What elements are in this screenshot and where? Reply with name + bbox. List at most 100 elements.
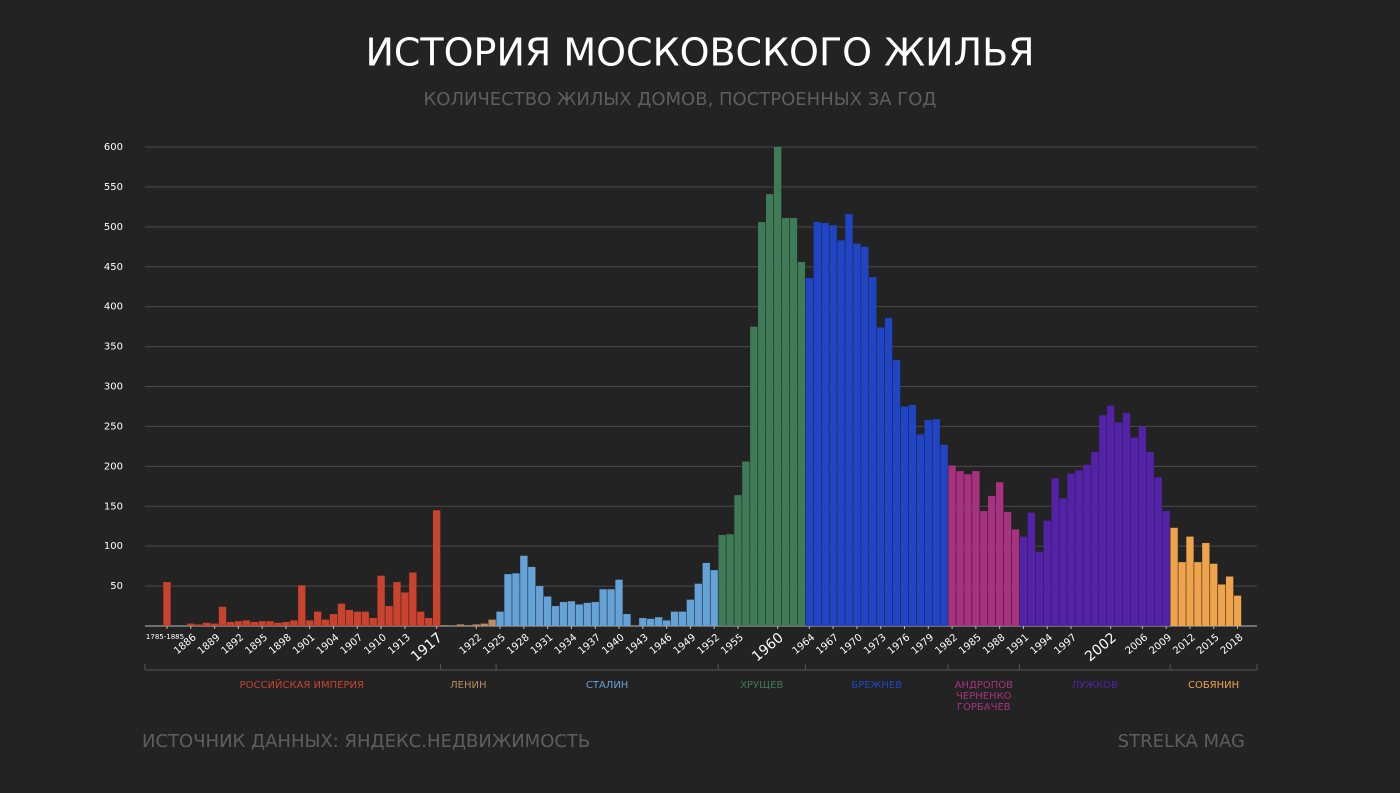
bar: [480, 623, 488, 626]
bar: [567, 601, 576, 626]
bar: [1233, 595, 1242, 626]
bar: [512, 573, 520, 626]
bar: [218, 606, 227, 626]
bar: [924, 420, 932, 626]
bar: [559, 602, 568, 626]
period-label: СТАЛИН: [586, 680, 628, 691]
bar: [266, 621, 274, 626]
bar: [710, 570, 718, 626]
bar: [345, 610, 354, 626]
bar: [1194, 562, 1202, 626]
bar: [202, 622, 211, 626]
bar: [210, 623, 219, 626]
bar: [575, 604, 584, 626]
bar: [464, 625, 473, 626]
bar: [425, 618, 433, 626]
bar: [496, 611, 504, 626]
bar: [1146, 451, 1154, 626]
bar: [813, 222, 821, 626]
bar: [1210, 563, 1218, 626]
bar: [607, 589, 615, 626]
bar: [417, 611, 425, 626]
bar: [583, 602, 591, 626]
bar: [250, 622, 258, 626]
bar: [623, 614, 631, 626]
bar: [734, 495, 742, 626]
bar: [773, 147, 782, 626]
bar: [662, 620, 671, 626]
period-label: СОБЯНИН: [1188, 680, 1239, 691]
bar: [670, 611, 679, 626]
bar: [797, 261, 806, 626]
bar: [385, 606, 393, 626]
bar: [995, 482, 1004, 626]
bar: [1218, 584, 1226, 626]
bar: [639, 618, 647, 626]
bar: [329, 614, 338, 626]
bar: [456, 624, 465, 626]
bar: [908, 404, 917, 626]
bar: [353, 611, 361, 626]
y-tick-label: 100: [104, 541, 123, 552]
bar: [1011, 529, 1020, 626]
bar: [916, 434, 925, 626]
bar: [988, 495, 996, 626]
bar: [1202, 542, 1210, 626]
period-label-line: ЧЕРНЕНКО: [956, 691, 1012, 702]
bar: [892, 360, 901, 626]
bar: [766, 194, 774, 626]
bar: [654, 617, 663, 626]
bar: [1035, 551, 1043, 626]
period-label: ЛЕНИН: [450, 680, 486, 691]
bar: [409, 572, 417, 626]
bar: [1154, 477, 1162, 626]
bar: [258, 621, 266, 626]
bar: [1091, 451, 1099, 626]
bar: [1138, 426, 1147, 626]
bar: [1075, 470, 1083, 626]
bar: [884, 317, 893, 626]
bar: [940, 444, 948, 626]
bar: [163, 582, 171, 626]
bar: [393, 582, 401, 626]
y-tick-label: 450: [104, 262, 123, 273]
bar: [758, 222, 766, 626]
bar: [972, 471, 980, 626]
bar: [234, 621, 243, 626]
bar: [195, 624, 203, 626]
bar: [551, 606, 560, 626]
y-tick-label: 50: [110, 581, 123, 592]
y-tick-label: 300: [104, 382, 123, 393]
bar: [1114, 422, 1123, 626]
bar: [900, 406, 909, 626]
bar: [1225, 576, 1234, 626]
bar: [1122, 412, 1131, 626]
bar: [980, 511, 988, 626]
period-label: ЛУЖКОВ: [1072, 680, 1118, 691]
bar: [536, 586, 544, 626]
bar: [718, 534, 726, 626]
bar: [432, 510, 441, 626]
bar: [821, 222, 829, 626]
bar: [1178, 562, 1186, 626]
bar: [829, 225, 837, 626]
y-tick-label: 600: [104, 142, 123, 153]
bar: [1099, 415, 1107, 626]
bar: [337, 603, 346, 626]
y-tick-label: 200: [104, 461, 123, 472]
bar: [1186, 536, 1194, 626]
bar: [956, 471, 964, 626]
period-label-line: ГОРБАЧЕВ: [957, 702, 1011, 713]
bar: [845, 214, 853, 626]
bar: [1107, 405, 1115, 626]
period-label: РОССИЙСКАЯ ИМПЕРИЯ: [240, 678, 364, 691]
y-tick-label: 250: [104, 421, 123, 432]
period-label-line: АНДРОПОВ: [955, 680, 1013, 691]
bar: [964, 474, 972, 626]
period-label: АНДРОПОВ ЧЕРНЕНКО ГОРБАЧЕВ: [955, 680, 1013, 713]
bar: [369, 618, 377, 626]
bar: [805, 277, 813, 626]
bar: [742, 461, 750, 626]
bar: [781, 218, 790, 626]
bar: [1170, 527, 1178, 626]
